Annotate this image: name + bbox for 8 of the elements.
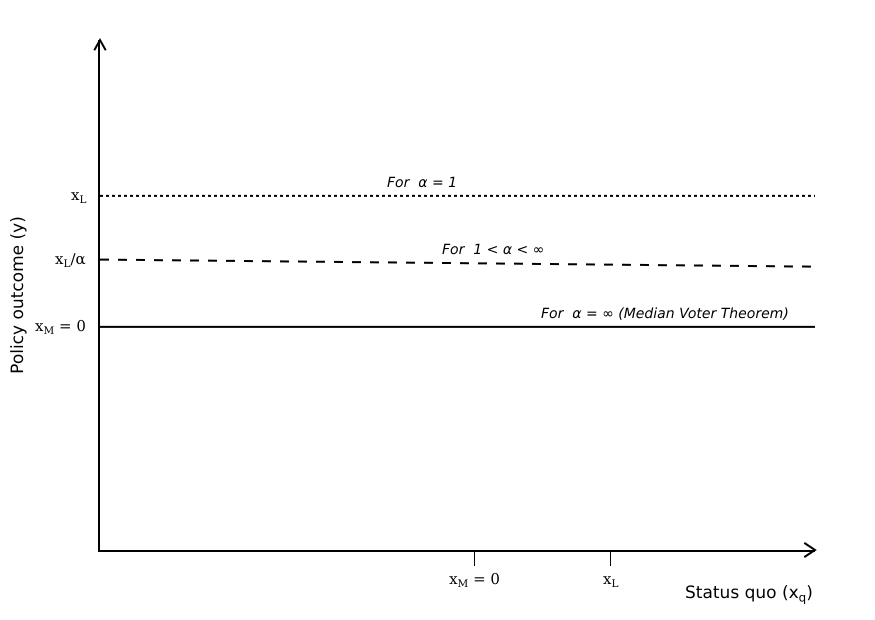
series-label: For 1 < α < ∞ <box>442 242 544 258</box>
text: x$_{L}$/α <box>55 250 86 270</box>
x-axis-title: Status quo (x$_{q}$) <box>685 583 813 605</box>
text: x$_{M}$ = 0 <box>35 317 86 338</box>
y-axis-title: Policy outcome (y) <box>8 216 28 374</box>
text: x$_{L}$ <box>71 186 86 206</box>
series-label: For α = ∞ (Median Voter Theorem) <box>541 306 789 322</box>
series-label: For α = 1 <box>387 175 458 191</box>
